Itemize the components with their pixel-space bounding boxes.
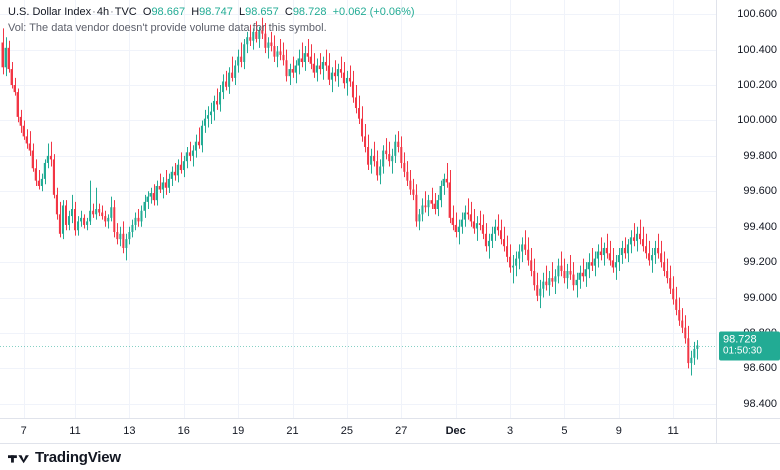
price-tick: 98.600	[743, 362, 777, 375]
time-tick: 19	[232, 425, 245, 437]
bar-countdown: 01:50:30	[723, 345, 762, 357]
price-line-overlay	[0, 346, 716, 347]
price-tick: 99.200	[743, 256, 777, 269]
current-price-badge: 98.728 01:50:30	[719, 331, 780, 361]
price-axis[interactable]: 100.600 100.400 100.200 100.000 99.800 99.600…	[716, 0, 780, 418]
chart-footer: TradingView	[0, 443, 780, 470]
price-tick: 99.000	[743, 291, 777, 304]
price-tick: 100.600	[737, 8, 777, 21]
chart-pane[interactable]	[0, 0, 716, 418]
price-tick: 100.400	[737, 43, 777, 56]
price-tick: 99.800	[743, 149, 777, 162]
price-tick: 100.000	[737, 114, 777, 127]
axis-corner	[716, 418, 780, 444]
current-price-value: 98.728	[723, 333, 757, 346]
time-tick: 5	[561, 425, 568, 437]
time-tick: 27	[395, 425, 408, 437]
time-tick: 11	[667, 425, 679, 437]
candlestick-series	[1, 17, 699, 376]
price-tick: 100.200	[737, 79, 777, 92]
price-tick: 99.400	[743, 220, 777, 233]
time-axis[interactable]: 7 11 13 16 19 21 25 27 Dec 3 5 9 11	[0, 418, 716, 444]
time-tick: 7	[20, 425, 27, 437]
price-tick: 99.600	[743, 185, 777, 198]
time-tick: 9	[615, 425, 622, 437]
time-tick: 21	[286, 425, 299, 437]
time-tick: 25	[340, 425, 354, 437]
time-tick: 11	[69, 425, 81, 437]
tradingview-logo[interactable]: TradingView	[8, 449, 121, 466]
price-tick: 98.400	[743, 397, 777, 410]
time-tick: 13	[123, 425, 136, 437]
time-tick: 3	[506, 425, 514, 437]
time-tick: Dec	[445, 425, 466, 437]
time-tick: 16	[177, 425, 190, 437]
tradingview-logo-icon	[8, 454, 29, 463]
tradingview-logo-text: TradingView	[35, 449, 121, 466]
